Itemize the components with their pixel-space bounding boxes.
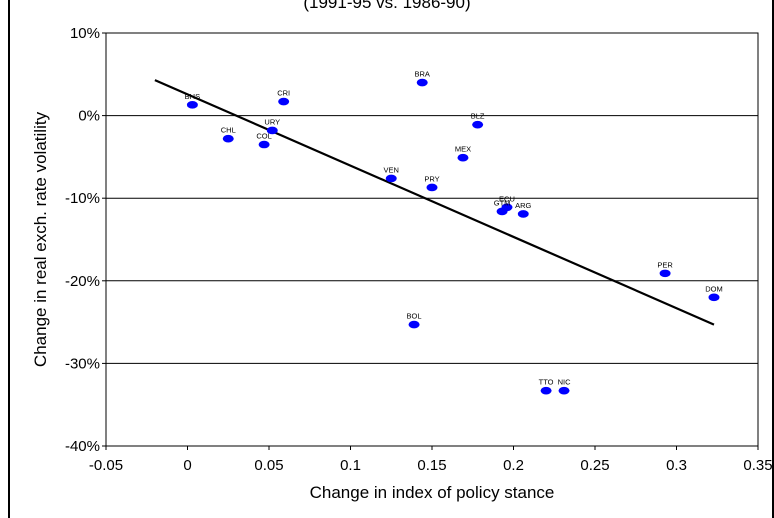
x-tick-label: 0.3 xyxy=(666,457,687,474)
data-point-gtm xyxy=(496,207,508,216)
data-point-dom xyxy=(708,293,720,302)
data-point-tto xyxy=(540,386,552,395)
point-label-bol: BOL xyxy=(407,312,422,321)
x-tick-label: 0.25 xyxy=(580,457,609,474)
gridlines xyxy=(106,115,758,364)
data-point-mex xyxy=(457,153,469,162)
y-tick-label: 10% xyxy=(70,25,100,42)
y-tick-label: -10% xyxy=(65,190,100,207)
data-point-cri xyxy=(278,97,290,106)
data-point-bol xyxy=(408,320,420,329)
y-axis-ticks: 10% 0% -10% -20% -30% -40% xyxy=(65,25,106,455)
plot-area xyxy=(105,32,759,447)
data-point-col xyxy=(258,140,270,149)
data-point-arg xyxy=(517,210,529,218)
x-tick-label: 0.35 xyxy=(743,457,772,474)
point-label-mex: MEX xyxy=(455,145,471,154)
chart-frame xyxy=(8,0,774,518)
x-tick-label: 0.15 xyxy=(417,457,446,474)
point-label-col: COL xyxy=(256,132,271,141)
x-tick-label: -0.05 xyxy=(89,457,123,474)
x-tick-label: 0.1 xyxy=(340,457,361,474)
x-tick-label: 0 xyxy=(183,457,191,474)
point-label-ury: URY xyxy=(264,117,280,126)
point-label-dom: DOM xyxy=(705,284,723,293)
point-label-tto: TTO xyxy=(539,378,554,387)
chart-title: (1991-95 vs. 1986-90) xyxy=(303,0,470,12)
x-axis-title: Change in index of policy stance xyxy=(310,483,555,502)
y-tick-label: 0% xyxy=(78,108,100,125)
point-label-bra: BRA xyxy=(415,70,430,79)
point-label-ven: VEN xyxy=(384,165,399,174)
data-point-bhs xyxy=(186,101,198,109)
data-point-bra xyxy=(416,78,428,87)
point-label-arg: ARG xyxy=(515,201,531,210)
point-label-per: PER xyxy=(657,260,673,269)
y-axis-title: Change in real exch. rate volatility xyxy=(31,111,50,367)
point-label-chl: CHL xyxy=(221,126,236,135)
y-tick-label: -30% xyxy=(65,355,100,372)
point-label-nic: NIC xyxy=(558,378,572,387)
x-axis-ticks: -0.05 0 0.05 0.1 0.15 0.2 0.25 0.3 0.35 xyxy=(89,446,773,474)
y-tick-label: -20% xyxy=(65,273,100,290)
x-tick-label: 0.05 xyxy=(254,457,283,474)
point-label-gtm: GTM xyxy=(494,198,511,207)
data-point-pry xyxy=(426,183,438,192)
data-point-nic xyxy=(558,386,570,395)
trendline xyxy=(154,79,715,326)
point-label-ecu: ECU xyxy=(499,194,515,203)
y-tick-label: -40% xyxy=(65,438,100,455)
data-point-chl xyxy=(222,134,234,143)
data-point-per xyxy=(659,269,671,278)
point-label-cri: CRI xyxy=(277,89,290,98)
point-label-bhs: BHS xyxy=(185,92,200,101)
data-point-blz xyxy=(472,120,484,129)
data-point-ury xyxy=(266,126,278,135)
x-tick-label: 0.2 xyxy=(503,457,524,474)
point-label-blz: BLZ xyxy=(471,112,485,121)
point-label-pry: PRY xyxy=(424,174,439,183)
data-point-ven xyxy=(385,174,397,183)
